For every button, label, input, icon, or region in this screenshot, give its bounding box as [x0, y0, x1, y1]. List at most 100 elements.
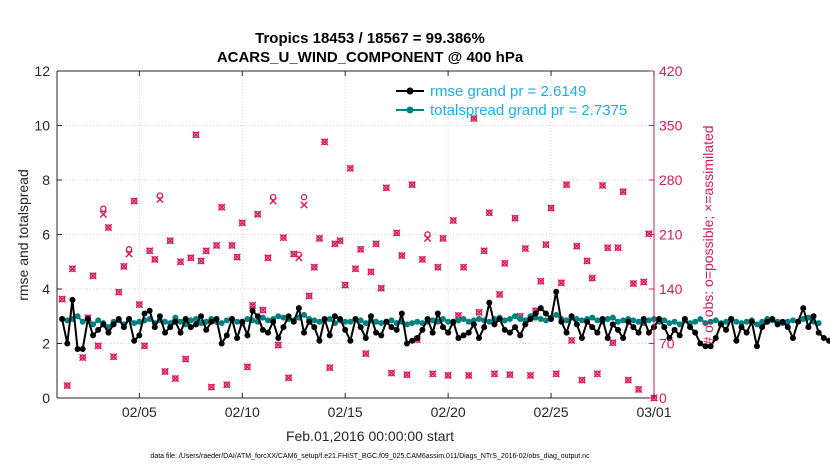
obs-assimilated-stroke: [408, 180, 416, 189]
rmse-marker: [290, 318, 297, 325]
obs-possible-marker: [321, 138, 328, 146]
obs-assimilated-stroke: [506, 370, 514, 379]
obs-assimilated-stroke: [151, 255, 159, 264]
obs-assimilated-stroke: [434, 263, 442, 271]
totalspread-marker: [259, 314, 266, 321]
y-right-tick-label: 70: [659, 336, 675, 352]
totalspread-marker: [676, 321, 683, 328]
obs-assimilated-stroke: [202, 247, 210, 255]
totalspread-marker: [326, 315, 333, 322]
obs-assimilated-marker: [346, 164, 355, 173]
obs-assimilated-stroke: [176, 258, 185, 266]
obs-assimilated-stroke: [593, 370, 602, 378]
obs-assimilated-marker: [99, 210, 108, 218]
obs-assimilated-marker: [444, 371, 452, 380]
obs-possible-marker: [424, 231, 431, 238]
obs-assimilated-marker: [331, 240, 339, 248]
obs-assimilated-marker: [362, 349, 370, 358]
rmse-marker: [625, 318, 632, 325]
obs-assimilated-marker: [295, 254, 303, 262]
obs-assimilated-stroke: [526, 371, 535, 380]
obs-assimilated-marker: [192, 131, 200, 139]
obs-assimilated-marker: [248, 301, 257, 310]
obs-assimilated-marker: [356, 245, 365, 253]
obs-possible-marker: [136, 301, 143, 308]
rmse-marker: [815, 329, 822, 336]
obs-assimilated-stroke: [264, 254, 272, 262]
obs-assimilated-marker: [94, 342, 102, 350]
obs-assimilated-stroke: [217, 203, 226, 211]
obs-assimilated-marker: [341, 281, 349, 289]
y-left-tick-label: 6: [42, 227, 50, 243]
rmse-marker: [409, 337, 416, 344]
obs-possible-marker: [563, 181, 570, 188]
totalspread-marker: [553, 311, 560, 318]
obs-possible-marker: [578, 376, 586, 384]
rmse-marker: [120, 324, 127, 331]
rmse-marker: [465, 329, 472, 336]
rmse-marker: [635, 329, 642, 336]
obs-assimilated-marker: [320, 138, 329, 146]
obs-possible-marker: [110, 353, 117, 360]
obs-assimilated-stroke: [624, 376, 632, 384]
rmse-marker: [748, 318, 755, 325]
obs-assimilated-marker: [598, 181, 607, 190]
rmse-marker: [486, 299, 493, 306]
rmse-marker: [218, 340, 225, 347]
rmse-marker: [306, 318, 313, 325]
obs-assimilated-marker: [145, 247, 154, 255]
obs-assimilated-stroke: [197, 257, 205, 265]
totalspread-marker: [815, 320, 822, 327]
obs-assimilated-marker: [68, 265, 77, 273]
rmse-marker: [470, 321, 477, 328]
totalspread-marker: [733, 318, 740, 325]
obs-assimilated-stroke: [547, 204, 555, 212]
obs-assimilated-marker: [382, 184, 391, 192]
obs-assimilated-marker: [501, 259, 509, 268]
obs-assimilated-marker: [181, 355, 190, 363]
obs-assimilated-stroke: [187, 254, 195, 262]
rmse-marker: [228, 315, 235, 322]
obs-assimilated-marker: [629, 279, 638, 288]
obs-assimilated-stroke: [233, 253, 241, 261]
obs-assimilated-stroke: [609, 339, 617, 347]
obs-possible-marker: [537, 277, 545, 285]
obs-possible-marker: [388, 369, 395, 377]
obs-assimilated-stroke: [336, 237, 344, 245]
rmse-marker: [208, 318, 215, 325]
rmse-marker: [800, 305, 807, 312]
obs-possible-marker: [408, 181, 416, 188]
rmse-marker: [496, 315, 503, 322]
obs-assimilated-stroke: [588, 274, 596, 282]
obs-possible-marker: [619, 188, 627, 195]
totalspread-marker: [537, 315, 544, 322]
obs-possible-marker: [439, 235, 447, 242]
obs-assimilated-stroke: [274, 341, 282, 349]
rmse-marker: [126, 315, 133, 322]
obs-assimilated-marker: [79, 353, 87, 362]
rmse-marker: [424, 315, 431, 322]
obs-assimilated-stroke: [485, 209, 494, 217]
totalspread-marker: [223, 317, 230, 324]
obs-assimilated-marker: [603, 244, 612, 252]
obs-assimilated-marker: [171, 374, 180, 383]
rmse-marker: [522, 321, 529, 328]
y-left-tick-label: 12: [34, 63, 50, 79]
obs-assimilated-marker: [217, 203, 226, 211]
obs-possible-marker: [244, 363, 251, 371]
rmse-marker: [589, 324, 596, 331]
x-axis-label: Feb.01,2016 00:00:00 start: [286, 428, 454, 444]
obs-possible-marker: [166, 237, 174, 244]
obs-possible-marker: [208, 383, 215, 391]
obs-assimilated-stroke: [423, 234, 432, 243]
totalspread-marker: [692, 318, 699, 325]
obs-assimilated-stroke: [248, 301, 257, 310]
y-left-tick-label: 8: [42, 172, 50, 188]
obs-assimilated-marker: [115, 288, 123, 296]
obs-assimilated-stroke: [238, 219, 246, 227]
obs-possible-marker: [172, 375, 179, 382]
obs-assimilated-marker: [634, 385, 643, 394]
obs-assimilated-marker: [300, 201, 308, 209]
obs-assimilated-marker: [254, 210, 262, 218]
